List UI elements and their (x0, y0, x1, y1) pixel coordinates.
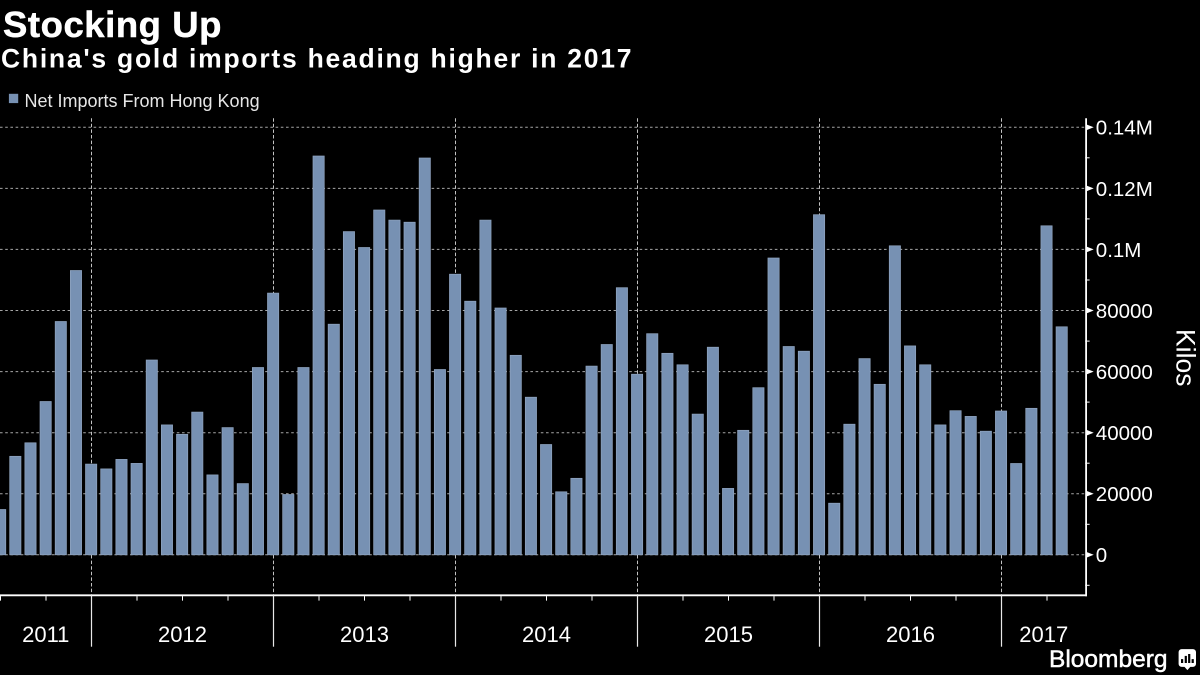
svg-text:2012: 2012 (158, 622, 207, 647)
svg-text:2015: 2015 (704, 622, 753, 647)
svg-text:0.12M: 0.12M (1096, 178, 1153, 201)
svg-text:2014: 2014 (522, 622, 571, 647)
svg-text:0: 0 (1096, 544, 1107, 567)
svg-text:0.1M: 0.1M (1096, 239, 1142, 262)
svg-text:China's gold imports heading h: China's gold imports heading higher in 2… (1, 44, 633, 74)
svg-text:0.14M: 0.14M (1096, 117, 1153, 140)
svg-text:2016: 2016 (886, 622, 935, 647)
svg-text:20000: 20000 (1096, 483, 1153, 506)
svg-text:2017: 2017 (1019, 622, 1068, 647)
svg-text:40000: 40000 (1096, 422, 1153, 445)
svg-text:Net Imports From Hong Kong: Net Imports From Hong Kong (25, 91, 260, 111)
svg-text:60000: 60000 (1096, 361, 1153, 384)
svg-text:2013: 2013 (340, 622, 389, 647)
svg-text:2011: 2011 (22, 622, 69, 647)
svg-text:80000: 80000 (1096, 300, 1153, 323)
svg-text:Kilos: Kilos (1170, 329, 1200, 386)
svg-text:Bloomberg: Bloomberg (1049, 646, 1167, 673)
svg-text:Stocking Up: Stocking Up (3, 4, 222, 45)
